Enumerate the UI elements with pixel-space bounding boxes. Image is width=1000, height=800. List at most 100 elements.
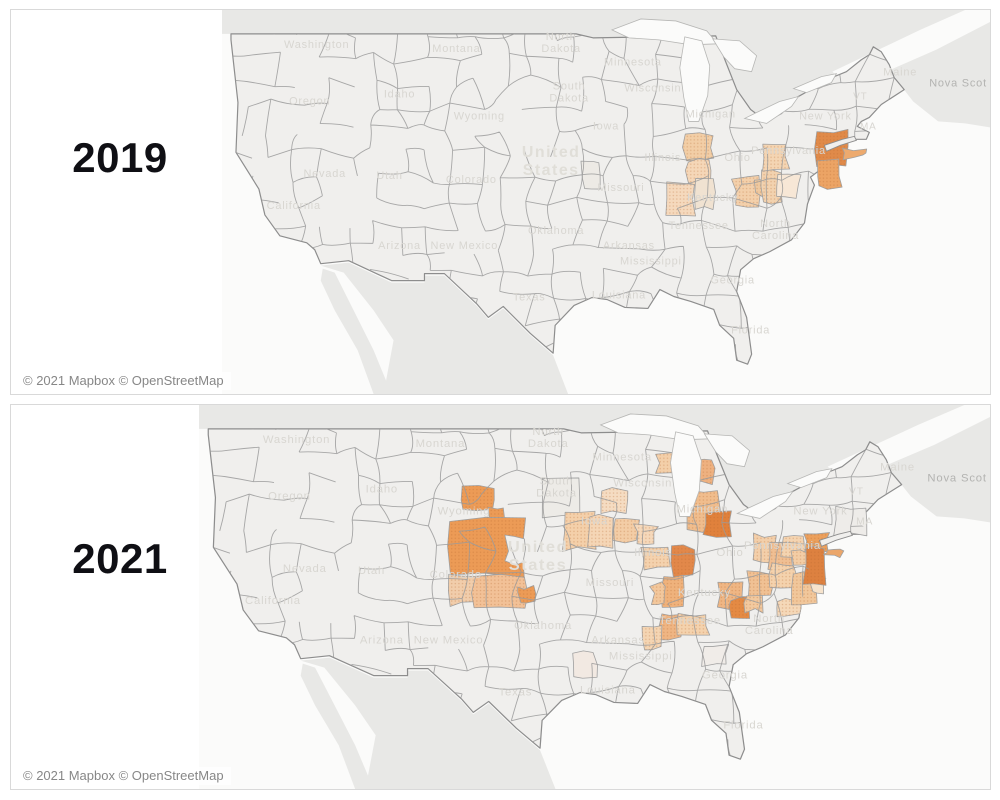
baja-peninsula [320, 268, 392, 394]
us-landmass[interactable] [230, 33, 905, 365]
state-label: Nevada [283, 563, 327, 575]
state-label: Wyoming [454, 110, 505, 122]
highlight-region[interactable] [842, 147, 868, 161]
highlight-dot-texture [612, 518, 640, 543]
map-labels: Washington Oregon California Nevada Idaho Mon… [245, 426, 986, 731]
great-lake [670, 431, 702, 517]
state-label: Washington [263, 434, 330, 446]
highlight-dot-texture [746, 570, 774, 596]
state-label: New York [799, 110, 852, 122]
state-label: Texas [513, 291, 546, 303]
highlight-dot-texture [447, 517, 526, 578]
state-label: California [245, 595, 301, 607]
state-label: Maine [883, 67, 917, 79]
state-label: Montana [432, 43, 480, 55]
state-label: Michigan [676, 504, 728, 516]
state-label: Georgia [710, 275, 755, 287]
state-label: New Mexico [431, 240, 499, 252]
great-lake [679, 36, 711, 122]
highlight-region[interactable] [572, 650, 598, 679]
state-label: New York [793, 506, 847, 518]
state-label: South Dakota [549, 81, 589, 105]
year-label-2021: 2021 [72, 535, 168, 582]
state-label: North Carolina [752, 218, 799, 242]
state-label: VT [853, 92, 867, 103]
state-label: Iowa [581, 516, 608, 528]
state-label: Oregon [289, 96, 330, 108]
great-lake [711, 38, 758, 73]
state-label: Tennessee [659, 615, 721, 627]
state-label: North Dakota [541, 31, 581, 55]
state-label: Arizona [360, 635, 404, 647]
state-label: VT [849, 487, 864, 498]
highlight-dot-texture [802, 546, 826, 586]
state-label: Texas [499, 687, 533, 699]
state-label: Iowa [593, 120, 619, 132]
map-labels: Washington Oregon California Nevada Idaho Mon… [267, 31, 986, 336]
map-panel-2019: 2019 Washington Oregon California Nevada Ida… [10, 9, 991, 395]
state-label: Wisconsin [624, 83, 681, 95]
highlight-dot-texture [670, 544, 696, 578]
highlight-dot-texture [642, 625, 662, 650]
state-label: Oklahoma [514, 620, 572, 632]
highlight-dot-texture [743, 593, 764, 614]
state-label: Pennsylvania [751, 145, 826, 157]
state-label: Nova Scot [927, 473, 986, 485]
state-label: Washington [284, 39, 349, 51]
mexico-landmass [300, 657, 556, 789]
long-island [818, 530, 854, 547]
state-label: Colorado [446, 174, 497, 186]
highlight-region[interactable] [822, 548, 845, 559]
highlight-dot-texture [682, 132, 714, 161]
choropleth-map-2019[interactable]: Washington Oregon California Nevada Idaho Mon… [222, 10, 990, 394]
year-label-2019: 2019 [72, 134, 168, 181]
country-label: United States [522, 144, 581, 179]
state-label: Idaho [384, 89, 415, 101]
state-label: Kentucky [678, 587, 731, 599]
great-lake [786, 468, 833, 488]
state-label: Louisiana [592, 290, 646, 302]
state-label: Pennsylvania [744, 540, 821, 552]
state-label: Tennessee [669, 220, 729, 232]
highlight-region[interactable] [580, 160, 601, 190]
state-label: Montana [416, 438, 466, 450]
state-label: Utah [358, 565, 385, 577]
state-label: Minnesota [604, 57, 662, 69]
state-label: Wyoming [438, 506, 491, 518]
map-attribution-2021[interactable]: © 2021 Mapbox © OpenStreetMap [16, 767, 231, 785]
highlight-dot-texture [600, 487, 628, 514]
state-label: Louisiana [580, 685, 636, 697]
highlight-region[interactable] [504, 534, 526, 566]
state-label: Florida [723, 719, 763, 731]
baja-peninsula [300, 663, 374, 789]
canada-landmass [199, 405, 990, 523]
highlight-dot-texture [649, 581, 666, 605]
state-label: Ohio [724, 152, 750, 164]
state-label: North Carolina [745, 613, 794, 637]
great-lake [703, 433, 751, 468]
state-label: Utah [376, 170, 402, 182]
country-label: United States [508, 538, 568, 574]
mexico-landmass [320, 262, 569, 394]
choropleth-map-2021[interactable]: Washington Oregon California Nevada Idaho Mon… [199, 405, 990, 789]
highlighted-districts [447, 451, 868, 679]
state-label: Missouri [586, 577, 635, 589]
highlight-dot-texture [562, 511, 597, 552]
state-label: North Dakota [528, 426, 569, 450]
highlighted-districts [580, 128, 868, 217]
state-label: Wisconsin [613, 478, 672, 490]
highlight-region[interactable] [833, 505, 868, 538]
canada-landmass [222, 10, 990, 128]
state-label: Oregon [268, 491, 311, 503]
state-label: MA [860, 121, 877, 132]
state-label: California [267, 200, 321, 212]
highlight-dot-texture [665, 181, 696, 217]
map-panel-2021: 2021 Washington Oregon California Nevada Ida… [10, 404, 991, 790]
state-label: South Dakota [536, 476, 577, 500]
long-island [823, 135, 857, 152]
highlight-region[interactable] [701, 644, 730, 667]
highlight-dot-texture [791, 549, 810, 566]
map-attribution-2019[interactable]: © 2021 Mapbox © OpenStreetMap [16, 372, 231, 390]
state-label: Missouri [597, 182, 644, 194]
state-label: Ohio [717, 547, 744, 559]
